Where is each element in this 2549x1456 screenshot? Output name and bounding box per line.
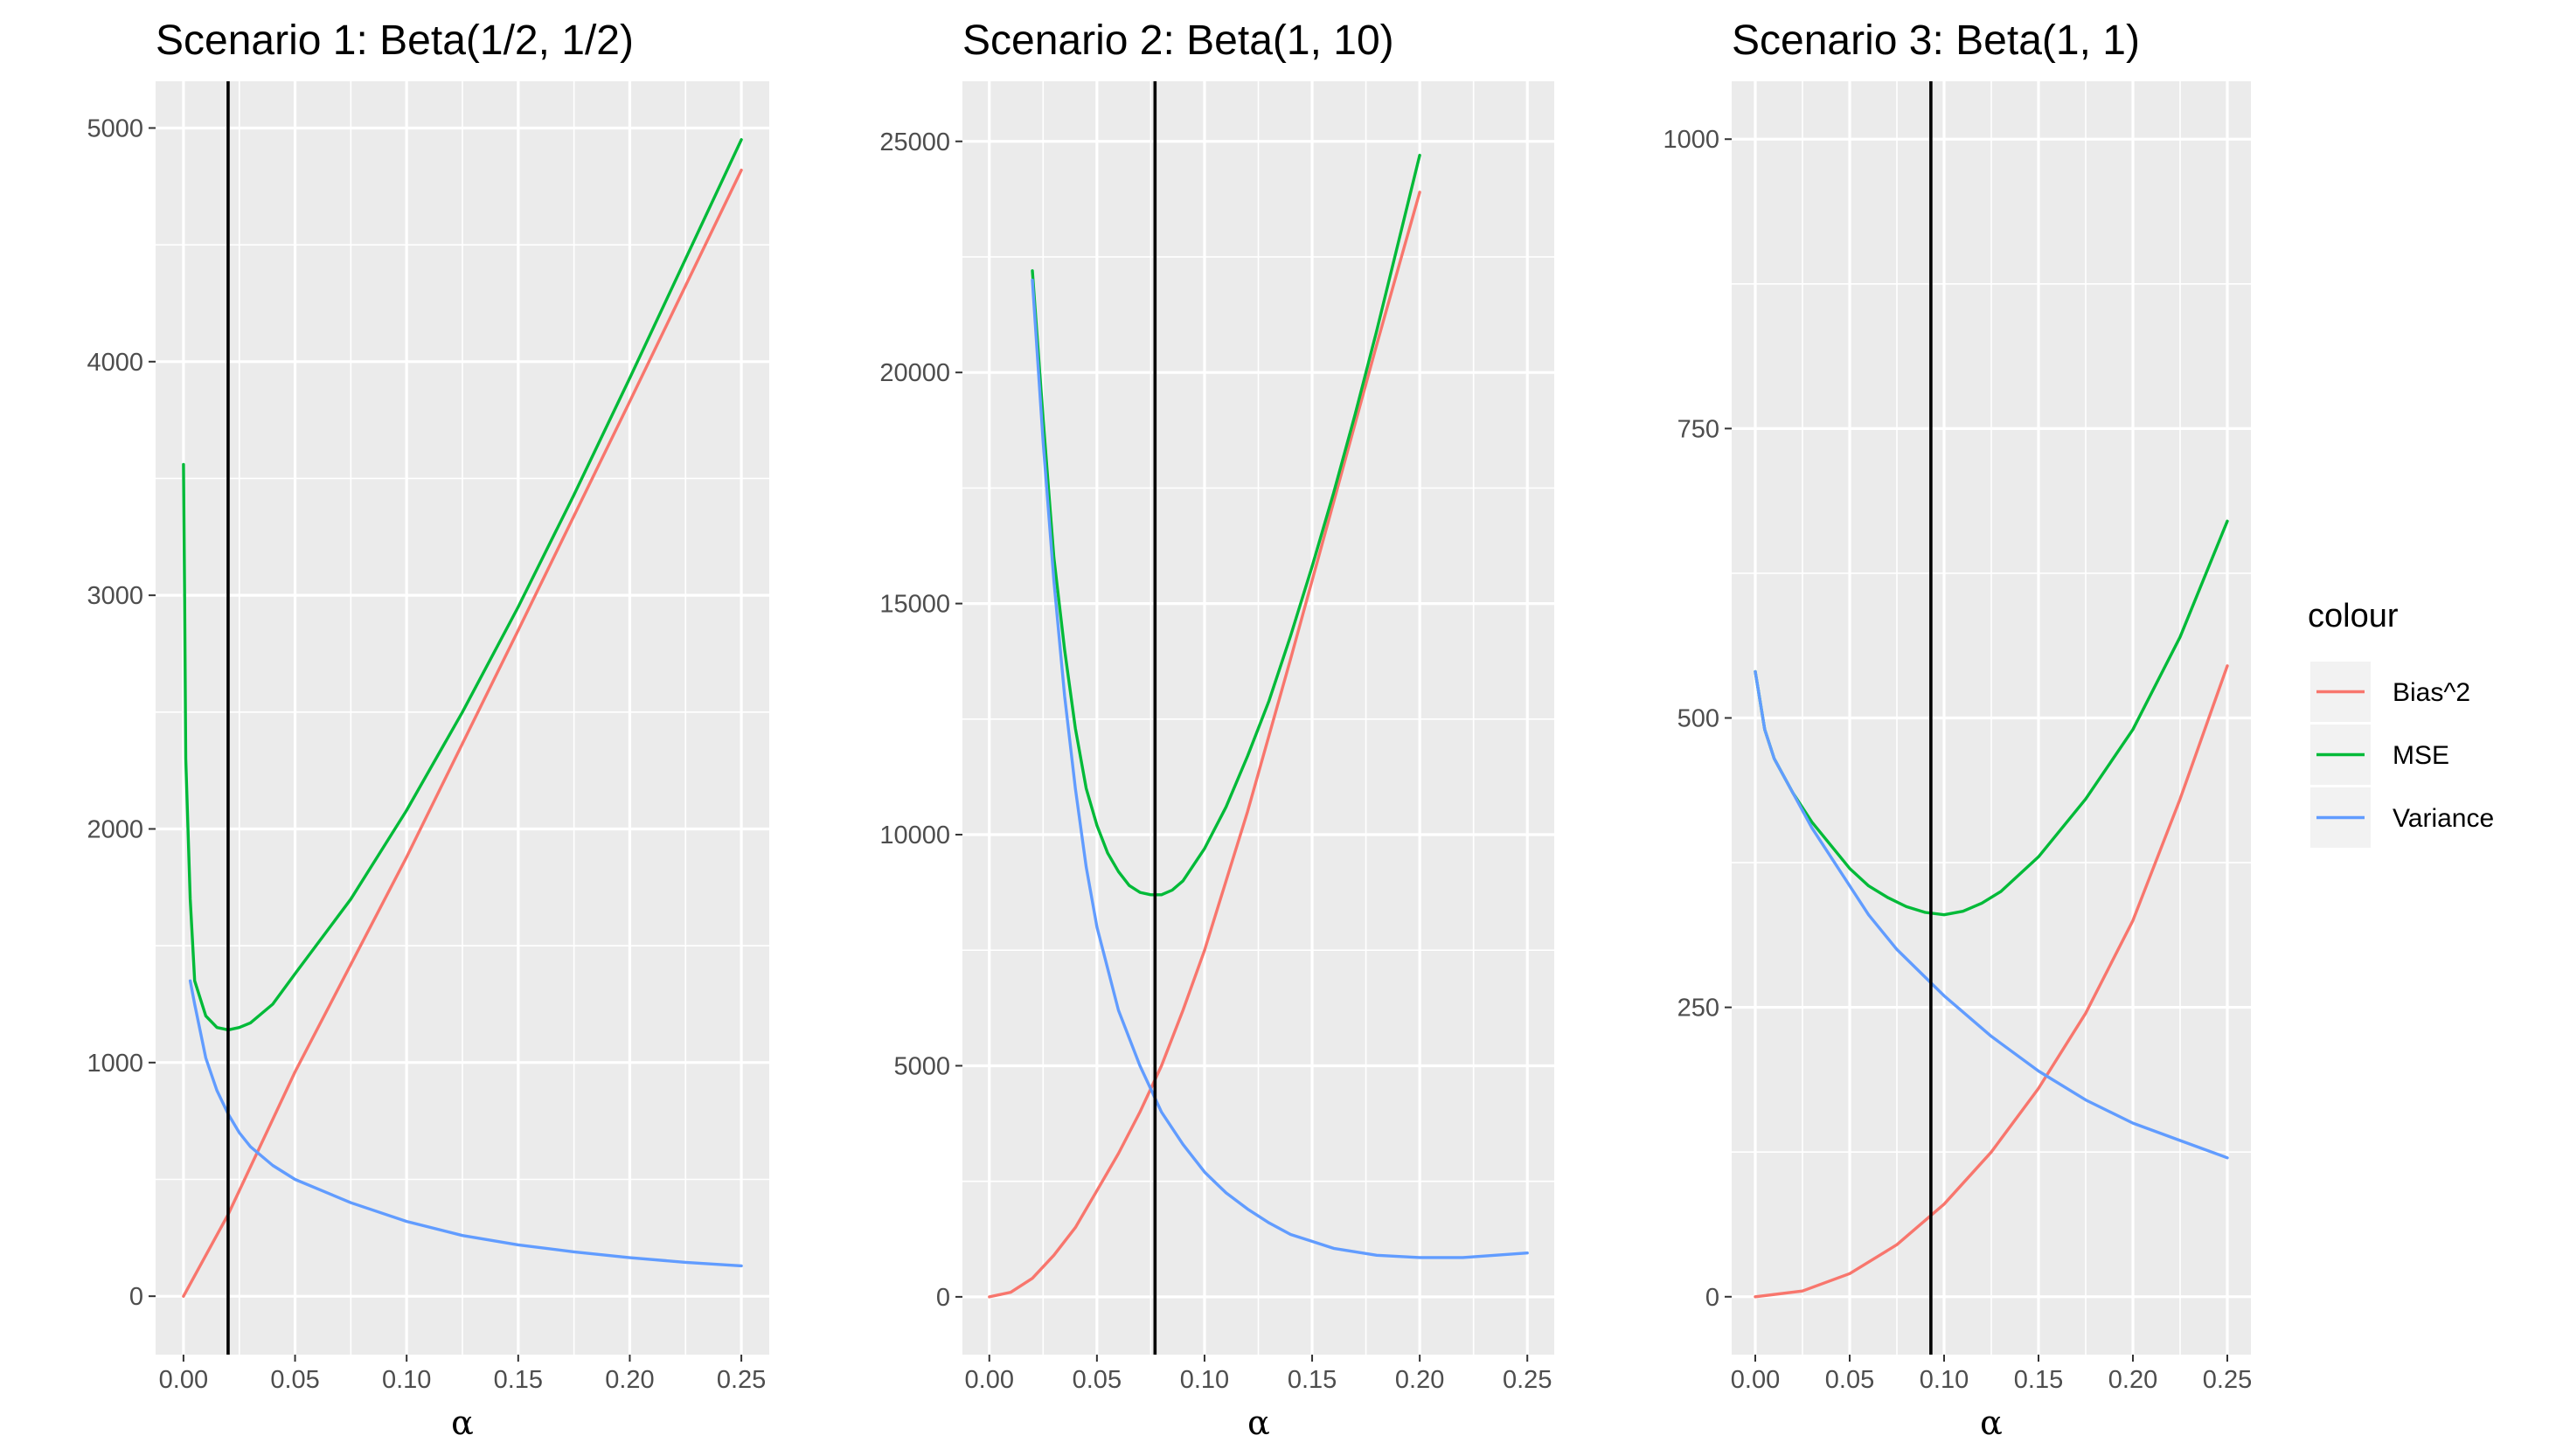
series-line-bias-2 <box>1754 664 2229 1299</box>
x-tick-label: 0.25 <box>2203 1366 2252 1394</box>
x-tick-label: 0.10 <box>1180 1366 1229 1394</box>
legend-entry: Bias^2 <box>2310 662 2470 722</box>
y-tick-label: 25000 <box>879 128 950 156</box>
series-line-mse <box>1031 153 1421 897</box>
legend-label: Variance <box>2393 804 2494 833</box>
y-tick-label: 250 <box>1677 995 1719 1023</box>
legend: colour Bias^2 MSE Variance <box>2308 598 2494 848</box>
y-tick-label: 5000 <box>893 1052 950 1080</box>
axis-ticks: 0.00 0.05 0.10 0.15 0.20 0.25 0 1000 2000 3000 400… <box>87 114 766 1394</box>
x-tick-label: 0.20 <box>605 1366 654 1394</box>
y-tick-label: 0 <box>936 1284 950 1312</box>
x-tick-label: 0.15 <box>494 1366 543 1394</box>
series-line-variance <box>188 979 743 1268</box>
legend-title: colour <box>2308 598 2399 634</box>
legend-entry: Variance <box>2310 787 2494 848</box>
x-axis-title: α <box>1980 1404 2003 1442</box>
series-lines <box>988 153 1529 1299</box>
y-tick-label: 500 <box>1677 705 1719 733</box>
y-tick-label: 1000 <box>1663 126 1719 154</box>
x-tick-label: 0.10 <box>1920 1366 1969 1394</box>
series-line-mse <box>182 138 743 1032</box>
legend-label: MSE <box>2393 741 2449 770</box>
x-tick-label: 0.15 <box>2014 1366 2063 1394</box>
grid <box>156 81 769 1355</box>
panel-scenario-1: Scenario 1: Beta(1/2, 1/2) 0.00 0.05 0.10 0… <box>87 17 769 1442</box>
x-tick-label: 0.15 <box>1288 1366 1337 1394</box>
panel-title: Scenario 1: Beta(1/2, 1/2) <box>156 17 634 64</box>
y-tick-label: 20000 <box>879 359 950 387</box>
x-axis-title: α <box>451 1404 474 1442</box>
x-tick-label: 0.20 <box>1395 1366 1444 1394</box>
legend-label: Bias^2 <box>2393 678 2470 707</box>
x-tick-label: 0.05 <box>270 1366 319 1394</box>
series-line-variance <box>1031 278 1529 1259</box>
axis-ticks: 0.00 0.05 0.10 0.15 0.20 0.25 0 5000 10000 15000 2… <box>879 128 1552 1394</box>
y-tick-label: 4000 <box>87 349 143 377</box>
y-tick-label: 2000 <box>87 815 143 843</box>
panel-title: Scenario 3: Beta(1, 1) <box>1732 17 2140 64</box>
x-tick-label: 0.05 <box>1073 1366 1122 1394</box>
series-line-variance <box>1754 669 2229 1160</box>
y-tick-label: 3000 <box>87 582 143 610</box>
grid <box>1732 81 2251 1355</box>
y-tick-label: 1000 <box>87 1050 143 1078</box>
x-tick-label: 0.25 <box>717 1366 766 1394</box>
x-tick-label: 0.10 <box>382 1366 431 1394</box>
panel-scenario-3: Scenario 3: Beta(1, 1) 0.00 0.05 0.10 0.15 0… <box>1663 17 2252 1442</box>
x-tick-label: 0.00 <box>159 1366 208 1394</box>
x-tick-label: 0.00 <box>1731 1366 1780 1394</box>
grid <box>962 81 1554 1355</box>
panel-title: Scenario 2: Beta(1, 10) <box>962 17 1394 64</box>
x-axis-title: α <box>1247 1404 1270 1442</box>
y-tick-label: 5000 <box>87 114 143 142</box>
y-tick-label: 15000 <box>879 591 950 619</box>
legend-entry: MSE <box>2310 725 2449 785</box>
y-tick-label: 10000 <box>879 822 950 849</box>
y-tick-label: 0 <box>129 1283 143 1311</box>
y-tick-label: 0 <box>1705 1284 1719 1312</box>
x-tick-label: 0.20 <box>2108 1366 2157 1394</box>
x-tick-label: 0.25 <box>1503 1366 1552 1394</box>
series-lines <box>1754 519 2229 1299</box>
panel-scenario-2: Scenario 2: Beta(1, 10) 0.00 0.05 0.10 0.15… <box>879 17 1554 1442</box>
x-tick-label: 0.00 <box>965 1366 1014 1394</box>
axis-ticks: 0.00 0.05 0.10 0.15 0.20 0.25 0 250 500 750 1000 <box>1663 126 2252 1394</box>
y-tick-label: 750 <box>1677 415 1719 443</box>
x-tick-label: 0.05 <box>1825 1366 1874 1394</box>
